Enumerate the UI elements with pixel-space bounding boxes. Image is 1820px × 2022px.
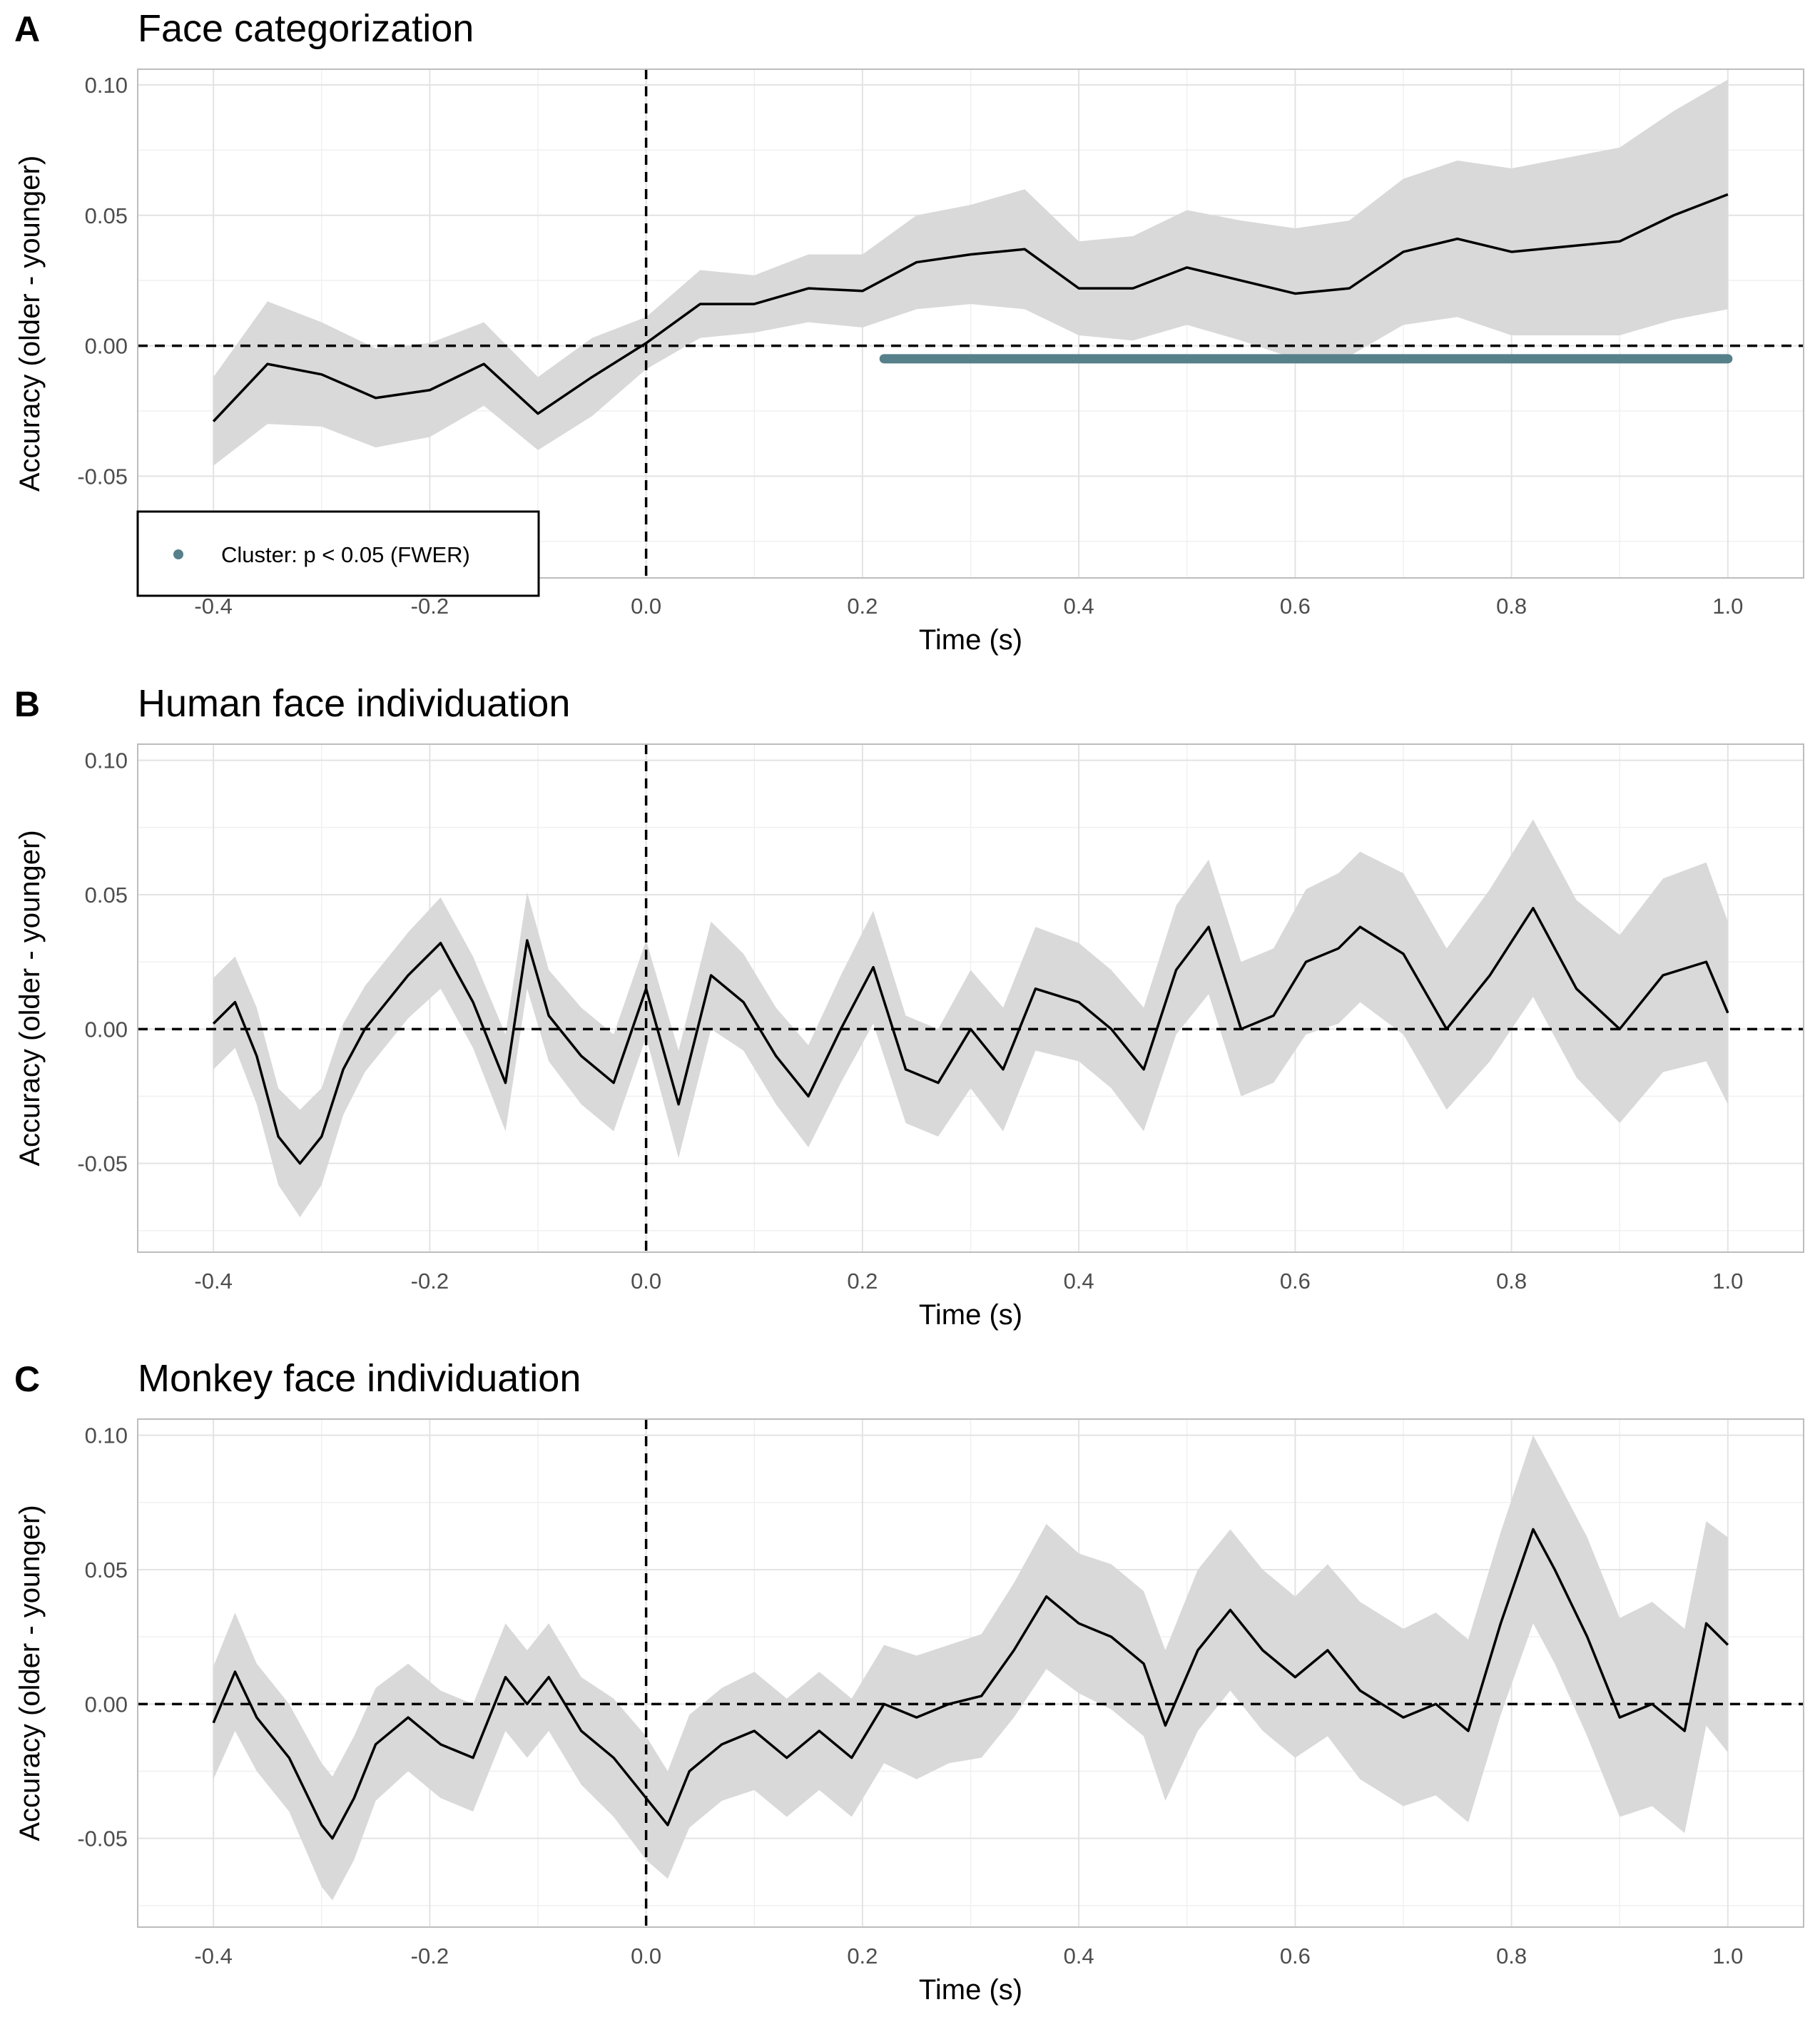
x-tick-label: 0.4 <box>1064 1944 1094 1968</box>
y-axis-label: Accuracy (older - younger) <box>14 156 46 492</box>
x-tick-label: 0.2 <box>847 1944 878 1968</box>
legend-box <box>136 510 540 597</box>
x-tick-label: 0.6 <box>1280 594 1311 619</box>
x-tick-label: 0.6 <box>1280 1269 1311 1294</box>
legend-marker <box>173 549 183 559</box>
y-tick-label: 0.05 <box>85 1558 128 1582</box>
x-tick-label: 0.0 <box>631 1944 661 1968</box>
series-line <box>212 1528 1729 1840</box>
x-axis-label: Time (s) <box>919 1299 1022 1331</box>
x-axis-label: Time (s) <box>919 1974 1022 2006</box>
x-axis-label: Time (s) <box>919 624 1022 656</box>
x-tick-label: -0.4 <box>194 1944 232 1968</box>
legend: Cluster: p < 0.05 (FWER) <box>136 510 540 597</box>
series-line <box>212 907 1729 1165</box>
x-tick-label: 0.8 <box>1496 1269 1527 1294</box>
x-tick-label: 1.0 <box>1712 594 1743 619</box>
panel-letter: B <box>14 684 40 724</box>
x-tick-label: 0.0 <box>631 594 661 619</box>
plot-border <box>137 1418 1804 1928</box>
confidence-ribbon <box>213 819 1728 1218</box>
y-tick-label: 0.00 <box>85 1692 128 1717</box>
y-tick-label: 0.05 <box>85 203 128 228</box>
x-tick-label: -0.2 <box>411 594 449 619</box>
x-tick-label: 0.2 <box>847 594 878 619</box>
y-tick-label: -0.05 <box>77 1827 128 1851</box>
y-tick-label: -0.05 <box>77 1152 128 1177</box>
confidence-ribbon <box>213 1435 1728 1901</box>
panel-letter: A <box>14 9 40 49</box>
x-tick-label: 0.4 <box>1064 1269 1094 1294</box>
y-tick-label: 0.00 <box>85 1017 128 1042</box>
y-tick-label: 0.05 <box>85 883 128 908</box>
series-line <box>212 193 1729 422</box>
y-tick-label: 0.00 <box>85 334 128 359</box>
plot-border <box>137 68 1804 579</box>
x-tick-label: 1.0 <box>1712 1269 1743 1294</box>
x-tick-label: 0.8 <box>1496 1944 1527 1968</box>
panel-c: -0.4 -0.2 0.0 0.2 0.4 0.6 0.8 1.0 -0.05 0.00 0.05 0… <box>14 1357 1804 2006</box>
panel-title: Face categorization <box>138 7 474 50</box>
x-tick-label: 0.4 <box>1064 594 1094 619</box>
x-tick-label: 0.0 <box>631 1269 661 1294</box>
panel-a: -0.4 -0.2 0.0 0.2 0.4 0.6 0.8 1.0 -0.05 0.00 0.05 0… <box>14 7 1804 656</box>
panel-title: Human face individuation <box>138 682 570 725</box>
x-tick-label: 0.8 <box>1496 594 1527 619</box>
x-tick-label: 1.0 <box>1712 1944 1743 1968</box>
x-tick-label: -0.4 <box>194 594 232 619</box>
x-tick-label: -0.4 <box>194 1269 232 1294</box>
x-tick-label: -0.2 <box>411 1269 449 1294</box>
y-tick-label: 0.10 <box>85 1423 128 1448</box>
y-axis-label: Accuracy (older - younger) <box>14 1505 46 1841</box>
confidence-ribbon <box>213 79 1728 466</box>
panel-title: Monkey face individuation <box>138 1357 581 1400</box>
y-tick-label: -0.05 <box>77 464 128 489</box>
x-tick-label: -0.2 <box>411 1944 449 1968</box>
y-axis-label: Accuracy (older - younger) <box>14 830 46 1166</box>
x-tick-label: 0.2 <box>847 1269 878 1294</box>
panel-b: -0.4 -0.2 0.0 0.2 0.4 0.6 0.8 1.0 -0.05 0.00 0.05 0… <box>14 682 1804 1331</box>
plot-border <box>137 743 1804 1253</box>
y-tick-label: 0.10 <box>85 748 128 773</box>
legend-label: Cluster: p < 0.05 (FWER) <box>221 542 470 567</box>
x-tick-label: 0.6 <box>1280 1944 1311 1968</box>
panel-letter: C <box>14 1359 40 1399</box>
y-tick-label: 0.10 <box>85 73 128 98</box>
